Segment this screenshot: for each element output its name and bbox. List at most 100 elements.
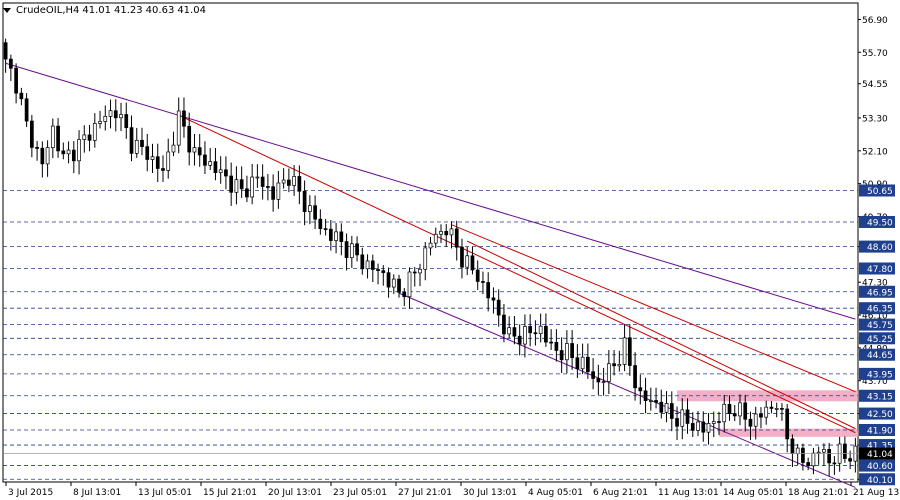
candle-body (113, 110, 118, 119)
candle-body (260, 176, 265, 187)
level-label-box (859, 215, 895, 228)
candle-body (680, 409, 685, 427)
price-tick-label: 56.90 (862, 16, 888, 26)
candle-body (119, 114, 123, 119)
level-label: 49.50 (867, 218, 893, 228)
candle-body (250, 176, 255, 198)
level-label: 43.95 (867, 370, 893, 380)
trend-line-inner-3 (451, 224, 856, 393)
symbol-label: CrudeOIL,H4 (16, 4, 80, 16)
candle-body (780, 408, 784, 410)
candle-body (155, 156, 160, 169)
level-label-box (859, 367, 895, 380)
candle-body (397, 278, 401, 293)
candle-body (764, 406, 769, 418)
candle-body (486, 282, 491, 299)
candle-body (696, 421, 700, 431)
candle-body (98, 121, 102, 124)
candle-body (50, 125, 55, 148)
candle-body (706, 423, 711, 433)
price-tick-label: 54.55 (862, 80, 888, 90)
level-label: 40.10 (867, 476, 893, 486)
candle-body (276, 182, 281, 200)
candle-body (523, 326, 527, 345)
candle-body (544, 325, 548, 343)
level-label: 46.35 (867, 305, 893, 315)
candle-body (71, 149, 76, 162)
level-label: 40.60 (867, 462, 893, 472)
candle-body (717, 421, 721, 423)
candle-body (161, 168, 165, 171)
level-label-box (859, 318, 895, 331)
trend-line-inner-4 (467, 240, 856, 430)
candle-body (769, 406, 774, 409)
candle-body (355, 243, 359, 256)
candle-body (29, 120, 34, 148)
candle-body (743, 402, 748, 420)
level-label-box (859, 348, 895, 361)
candle-body (690, 423, 695, 431)
candle-body (344, 241, 349, 258)
candle-body (727, 403, 732, 415)
candle-body (423, 247, 428, 270)
candle-body (685, 409, 690, 424)
level-label-box (859, 302, 895, 315)
time-tick-label: 13 Jul 05:01 (138, 488, 192, 498)
candle-body (61, 150, 66, 155)
candle-body (790, 438, 795, 455)
candle-body (192, 147, 197, 153)
level-label-box (859, 389, 895, 402)
level-label: 45.75 (867, 321, 893, 331)
time-tick-label: 3 Jul 2015 (8, 488, 53, 498)
candle-body (444, 231, 449, 236)
candle-body (617, 364, 622, 367)
candle-body (292, 176, 296, 186)
candle-body (87, 134, 92, 141)
candle-body (213, 161, 218, 173)
candle-body (313, 205, 317, 220)
candle-body (643, 390, 648, 401)
candle-body (56, 125, 60, 152)
time-tick-label: 18 Aug 21:01 (788, 488, 849, 498)
candle-body (19, 92, 24, 100)
candle-body (24, 98, 29, 122)
candle-body (538, 325, 543, 335)
price-tick-label: 52.10 (862, 147, 888, 157)
candle-body (391, 278, 396, 288)
candle-body (349, 243, 354, 258)
trend-line-inner-2 (178, 114, 856, 434)
candle-body (491, 297, 496, 301)
level-label: 42.50 (867, 410, 893, 420)
candle-body (753, 413, 758, 427)
candle-body (638, 387, 643, 392)
level-label: 50.65 (867, 187, 893, 197)
price-tick-label: 47.30 (862, 279, 888, 289)
candle-body (9, 58, 13, 69)
candle-body (297, 176, 302, 192)
candle-body (197, 147, 202, 156)
candle-body (234, 179, 239, 193)
open-value: 41.01 (82, 4, 112, 16)
candle-body (370, 260, 375, 270)
candle-body (176, 110, 181, 146)
candle-body (108, 110, 113, 117)
candle-body (675, 418, 679, 427)
candle-body (470, 255, 475, 271)
candle-body (507, 327, 512, 335)
candle-body (150, 156, 155, 160)
candle-body (35, 147, 39, 149)
price-tick-label: 43.70 (862, 377, 888, 387)
level-label-box (859, 423, 895, 436)
dropdown-triangle-icon[interactable] (3, 7, 11, 13)
level-label-box (859, 332, 895, 345)
candle-body (334, 231, 338, 241)
candle-body (418, 268, 422, 274)
trend-line-outer-1 (398, 292, 856, 488)
level-label-box (859, 407, 895, 420)
plot-border (2, 2, 859, 483)
level-label: 41.35 (867, 442, 893, 452)
candle-body (281, 179, 286, 184)
candle-body (376, 269, 380, 271)
